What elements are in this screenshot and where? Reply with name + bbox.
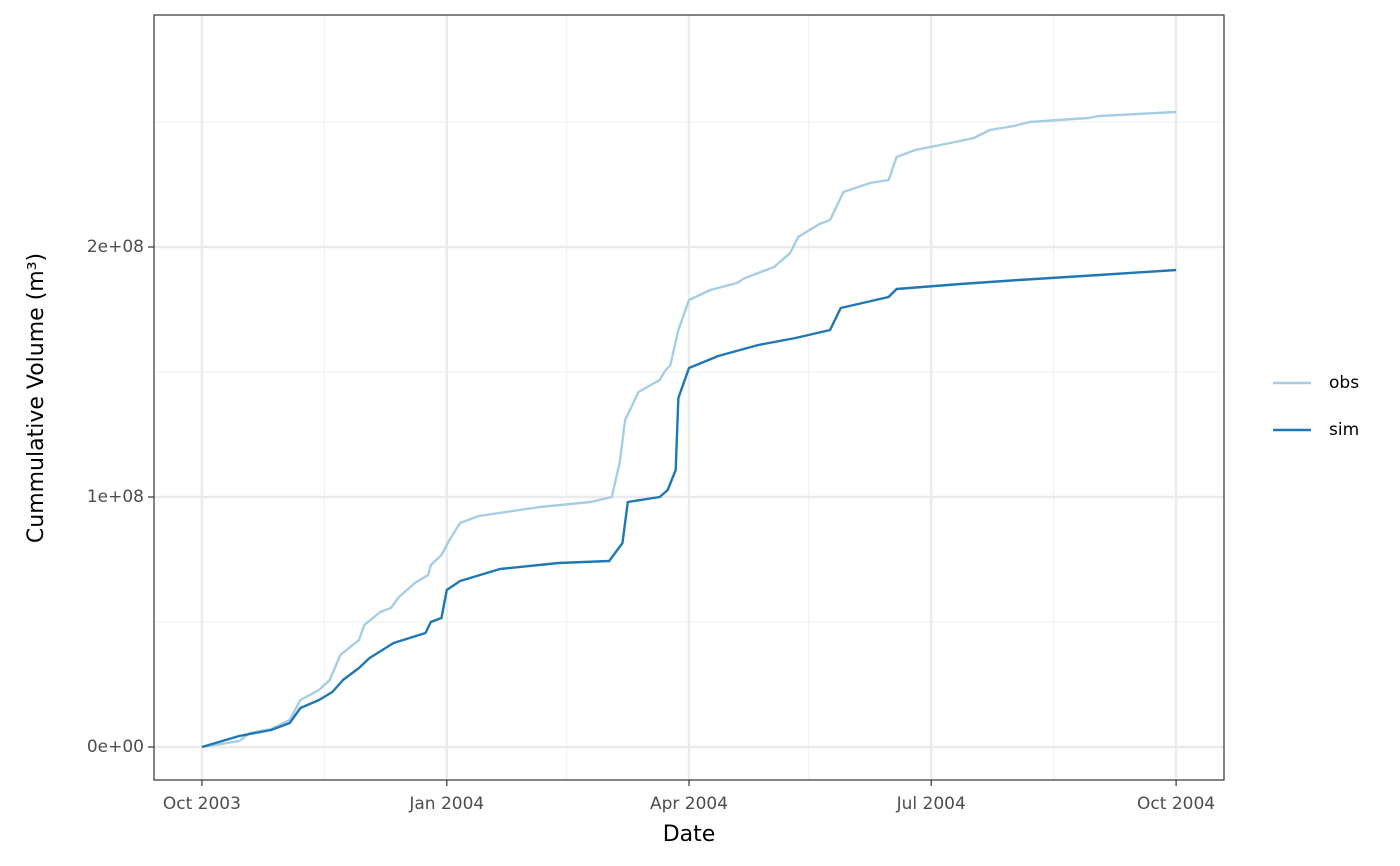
legend-label: sim	[1329, 420, 1359, 440]
line	[201, 110, 1177, 749]
x-tick-label: Jul 2004	[896, 794, 966, 814]
y-axis-title: Cummulative Volume (m³)	[24, 253, 49, 543]
x-tick-label: Jan 2004	[408, 794, 484, 814]
panel-border	[153, 14, 1225, 781]
line	[201, 268, 1177, 749]
legend-label: obs	[1329, 373, 1359, 393]
y-tick-label: 0e+00	[87, 737, 144, 757]
x-tick-label: Oct 2004	[1137, 794, 1215, 814]
y-tick-label: 2e+08	[87, 237, 144, 257]
y-tick-label: 1e+08	[87, 487, 144, 507]
x-axis-title: Date	[663, 822, 716, 847]
x-tick-label: Oct 2003	[163, 794, 241, 814]
x-tick-label: Apr 2004	[650, 794, 728, 814]
